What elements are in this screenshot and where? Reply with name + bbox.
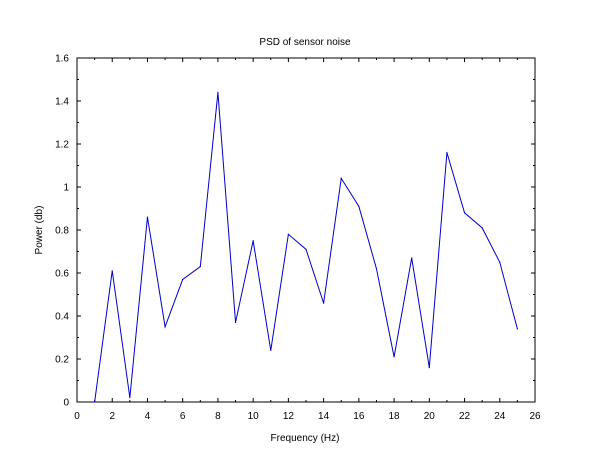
x-tick-label: 24 [494,411,506,422]
y-tick-label: 0.2 [55,355,69,366]
x-tick-label: 8 [215,411,221,422]
chart-title: PSD of sensor noise [259,37,351,48]
data-point [516,328,518,330]
data-point [234,321,237,324]
x-tick-label: 18 [389,411,401,422]
data-point [411,257,413,259]
x-tick-label: 4 [145,411,151,422]
data-point [375,268,378,270]
data-point [199,265,201,268]
data-series [94,91,518,403]
data-point [287,233,289,235]
y-tick-label: 1.2 [55,140,69,151]
data-point [146,216,149,218]
x-tick-label: 26 [529,411,541,422]
data-point [393,356,395,358]
series-line [94,92,518,403]
x-axis-label: Frequency (Hz) [271,433,340,444]
data-point [217,91,219,93]
data-point [463,212,466,214]
x-tick-label: 0 [74,411,80,422]
data-point [323,302,325,304]
y-tick-label: 0.8 [55,226,69,237]
data-point [340,177,342,179]
data-point [428,367,430,369]
x-tick-label: 6 [180,411,186,422]
data-point [481,227,483,229]
x-tick-label: 12 [283,411,295,422]
data-point [446,152,448,154]
y-tick-label: 0.4 [55,312,69,323]
y-tick-label: 0 [63,398,69,409]
x-tick-label: 20 [424,411,436,422]
x-tick-label: 14 [318,411,330,422]
axis-ticks: 0 2 4 6 8 10 12 14 16 18 20 22 24 2600.20.40.60.811.2… [55,54,541,423]
x-tick-label: 2 [109,411,115,422]
data-point [111,270,113,272]
data-point [305,248,307,250]
y-tick-label: 0.6 [55,269,69,280]
y-tick-label: 1.4 [55,97,69,108]
y-tick-label: 1 [63,183,69,194]
data-point [499,261,501,263]
data-point [129,397,131,399]
data-point [94,401,96,403]
y-tick-label: 1.6 [55,54,69,65]
x-tick-label: 10 [248,411,260,422]
y-axis-label: Power (db) [34,206,45,255]
x-tick-label: 16 [353,411,365,422]
data-point [252,240,254,242]
data-point [182,278,184,281]
data-point [270,349,272,351]
data-point [164,326,166,328]
x-tick-label: 22 [459,411,471,422]
data-point [358,205,360,207]
